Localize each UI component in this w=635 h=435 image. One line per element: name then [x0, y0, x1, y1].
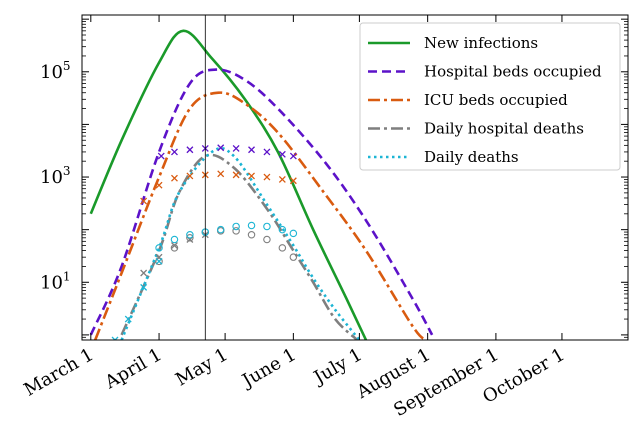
data-point: [111, 336, 119, 340]
legend-label-3: Daily hospital deaths: [424, 120, 584, 138]
data-point: [289, 177, 297, 185]
data-point: [263, 173, 271, 181]
data-point: [171, 242, 178, 249]
data-point: [289, 229, 298, 238]
legend-label-2: ICU beds occupied: [424, 91, 568, 109]
data-point: [170, 235, 179, 244]
data-point: [278, 244, 287, 252]
y-tick-label: 103: [40, 164, 71, 188]
data-point: [263, 235, 271, 244]
legend-label-1: Hospital beds occupied: [424, 63, 602, 81]
y-tick-label: 105: [40, 59, 71, 83]
y-tick-label: 101: [40, 269, 71, 293]
data-point: [263, 222, 271, 231]
data-point: [289, 152, 297, 160]
data-point: [186, 231, 194, 239]
legend-label-0: New infections: [424, 34, 538, 52]
legend: New infections Hospital beds occupied ICU …: [359, 22, 621, 171]
data-point: [232, 171, 240, 179]
data-point: [232, 222, 240, 231]
data-point: [232, 227, 240, 235]
series-line-0: [89, 29, 368, 340]
data-point: [186, 172, 194, 180]
data-point: [217, 144, 225, 152]
data-point: [278, 225, 287, 234]
data-point: [155, 181, 163, 189]
data-point: [278, 175, 286, 183]
series-line-3: [120, 153, 359, 340]
data-point: [186, 146, 194, 154]
data-point: [232, 144, 240, 152]
legend-label-4: Daily deaths: [424, 148, 519, 166]
data-point: [157, 152, 165, 160]
data-point: [171, 174, 178, 182]
data-point: [247, 231, 256, 239]
data-point: [247, 221, 256, 230]
data-point: [248, 146, 255, 154]
legend-box: [359, 22, 621, 171]
data-point: [289, 253, 298, 261]
data-point: [278, 150, 286, 158]
data-point: [263, 148, 271, 156]
data-point: [155, 244, 163, 252]
data-point: [124, 315, 132, 323]
data-point: [140, 197, 148, 205]
series-line-2: [93, 91, 427, 340]
data-point: [171, 148, 178, 156]
data-point: [217, 170, 225, 178]
data-point: [216, 225, 225, 234]
data-point: [140, 269, 148, 277]
data-point: [155, 257, 163, 266]
data-point: [248, 172, 255, 180]
data-point: [186, 234, 194, 242]
data-point: [140, 283, 148, 291]
data-point: [155, 257, 163, 265]
